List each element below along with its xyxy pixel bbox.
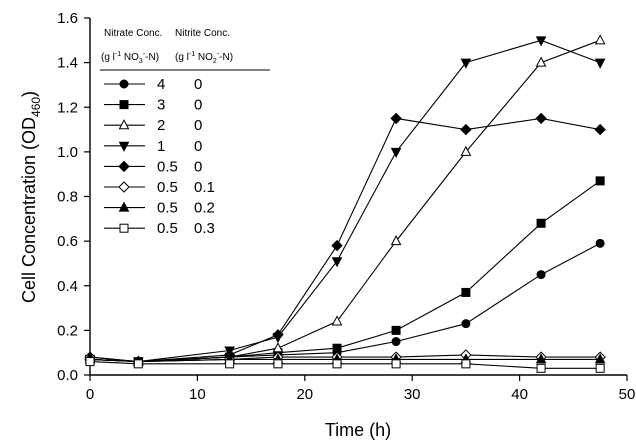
data-point (391, 337, 401, 347)
x-tick-label: 50 (619, 386, 636, 403)
axis-ticks: 0 10 20 30 40 500.00.20.40.60.81.01.21.41.6 (57, 10, 635, 403)
legend-nitrite-value: 0 (194, 138, 202, 155)
plot-area: 0 10 20 30 40 500.00.20.40.60.81.01.21.41.6 (57, 10, 635, 403)
data-point (332, 359, 342, 369)
legend-nitrate-value: 1 (157, 138, 165, 155)
legend-marker (119, 223, 129, 233)
data-point (594, 353, 606, 364)
data-point (536, 270, 546, 280)
legend-marker (118, 119, 130, 130)
data-point (85, 357, 95, 367)
data-point (332, 343, 342, 353)
legend-nitrite-value: 0 (194, 97, 202, 114)
data-point (595, 176, 605, 186)
legend-nitrate-value: 2 (157, 117, 165, 134)
data-point (273, 359, 283, 369)
y-tick-label: 1.6 (57, 10, 78, 27)
x-tick-label: 10 (189, 386, 206, 403)
legend-nitrate-value: 0.5 (157, 200, 178, 217)
data-point (535, 36, 547, 47)
x-tick-label: 40 (511, 386, 528, 403)
data-point (595, 238, 605, 248)
y-tick-label: 0.0 (57, 367, 78, 384)
data-point (594, 58, 606, 69)
series-markers (84, 34, 606, 373)
data-point (460, 123, 472, 136)
legend-col2-header: Nitrite Conc. (175, 28, 230, 39)
legend-nitrite-value: 0 (194, 117, 202, 134)
data-point (331, 239, 343, 252)
data-point (331, 315, 343, 326)
legend-col1-header: Nitrate Conc. (104, 28, 162, 39)
data-point (272, 329, 284, 341)
data-point (390, 112, 402, 125)
legend-marker (118, 181, 130, 193)
y-axis-title: Cell Concentration (OD460) (19, 91, 43, 303)
data-point (391, 359, 401, 369)
data-point (594, 34, 606, 45)
legend-col1-unit: (g l-1 NO3--N) (101, 51, 159, 65)
data-point (390, 147, 402, 158)
x-axis-title: Time (h) (325, 420, 391, 440)
legend-nitrate-value: 4 (157, 76, 165, 93)
data-point (535, 56, 547, 67)
legend-nitrate-value: 0.5 (157, 158, 178, 175)
y-tick-label: 0.8 (57, 189, 78, 206)
legend-nitrite-value: 0.2 (194, 200, 215, 217)
x-tick-label: 0 (86, 386, 94, 403)
data-point (133, 359, 143, 369)
legend-nitrate-value: 0.5 (157, 220, 178, 237)
data-point (461, 359, 471, 369)
x-tick-label: 30 (404, 386, 421, 403)
data-point (536, 218, 546, 228)
legend: Nitrate Conc. Nitrite Conc. (g l-1 NO3--… (100, 28, 270, 237)
data-point (391, 325, 401, 335)
y-tick-label: 0.2 (57, 322, 78, 339)
data-point (535, 112, 547, 125)
data-point (594, 123, 606, 136)
data-point (460, 58, 472, 69)
legend-nitrate-value: 3 (157, 97, 165, 114)
legend-marker (119, 100, 129, 110)
legend-nitrite-value: 0.1 (194, 179, 215, 196)
legend-marker (118, 160, 130, 173)
y-tick-label: 0.6 (57, 233, 78, 250)
legend-marker (118, 141, 130, 152)
series-line-7 (89, 361, 601, 369)
legend-marker (119, 79, 129, 89)
y-tick-label: 0.4 (57, 278, 78, 295)
y-tick-label: 1.4 (57, 55, 78, 72)
legend-nitrate-value: 0.5 (157, 179, 178, 196)
y-tick-label: 1.2 (57, 99, 78, 116)
legend-nitrite-value: 0.3 (194, 220, 215, 237)
data-point (331, 257, 343, 268)
legend-nitrite-value: 0 (194, 158, 202, 175)
legend-col2-unit: (g l-1 NO2--N) (175, 51, 233, 65)
data-point (536, 363, 546, 373)
legend-rows: 4 0 3 0 2 0 1 0 0.5 0 0.5 0.1 0.5 0.2 0.5 0.3 (104, 76, 215, 237)
x-tick-label: 20 (296, 386, 313, 403)
series-line-0 (89, 242, 601, 363)
data-point (460, 145, 472, 156)
data-point (461, 287, 471, 297)
data-point (225, 359, 235, 369)
legend-nitrite-value: 0 (194, 76, 202, 93)
data-point (535, 353, 547, 364)
y-tick-label: 1.0 (57, 144, 78, 161)
data-point (461, 319, 471, 329)
data-point (272, 342, 284, 353)
data-point (595, 363, 605, 373)
data-point (390, 235, 402, 246)
legend-marker (118, 201, 130, 212)
